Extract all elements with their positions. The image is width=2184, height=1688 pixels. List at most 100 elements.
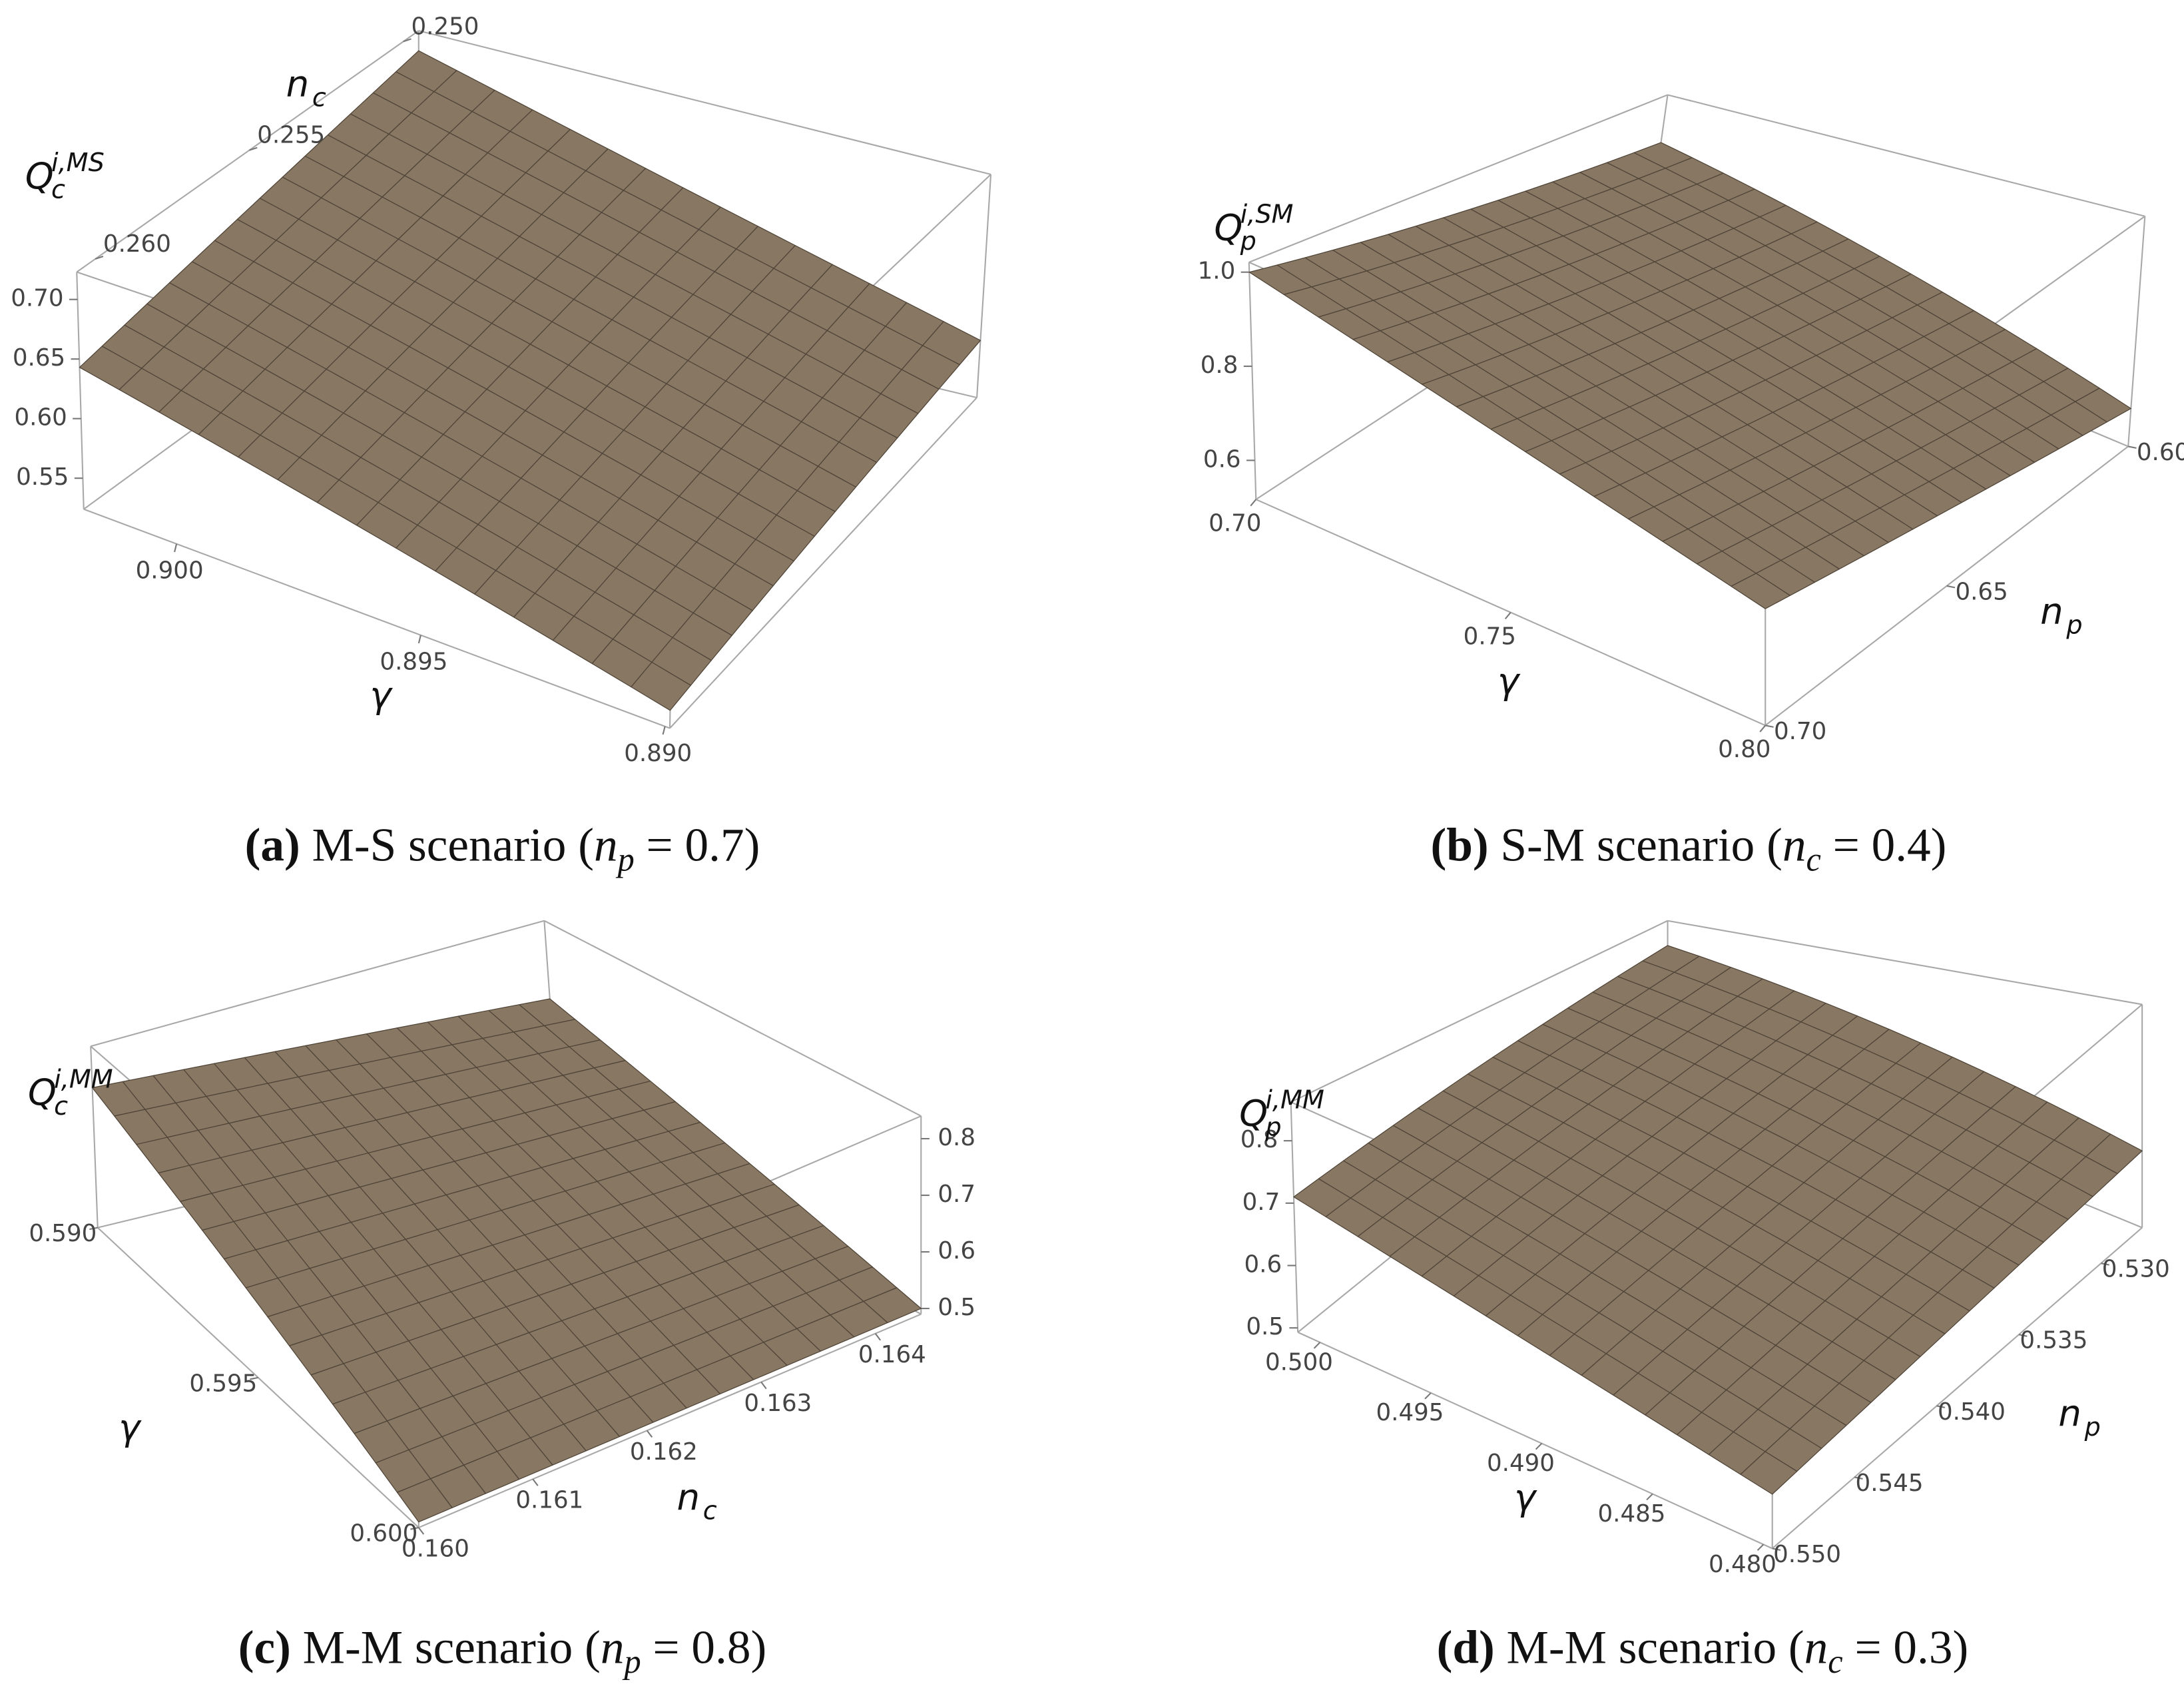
z-tick-label: 0.5 [938, 1294, 975, 1321]
tick-mark [2018, 1334, 2028, 1337]
z-tick-label: 0.6 [1203, 445, 1241, 473]
tick-mark [248, 146, 258, 151]
box-edge [1772, 1227, 2143, 1549]
tick-mark [1854, 1476, 1863, 1480]
caption-var: n [1782, 820, 1806, 872]
axis-title-sub: c [312, 83, 326, 112]
box-edge [976, 174, 992, 398]
axis-title-sup: i,MM [1265, 1085, 1324, 1115]
z-tick-label: 1.0 [1198, 258, 1236, 285]
axis-title-main: n [286, 63, 310, 105]
axis-title-main: Q [28, 1071, 57, 1114]
x-tick-label: 0.70 [1209, 510, 1261, 537]
caption-var: n [1804, 1621, 1828, 1673]
x-tick-label: 0.485 [1597, 1500, 1665, 1528]
tick-mark [417, 635, 421, 644]
x-tick-label: 0.600 [350, 1520, 417, 1547]
axis-title: γ [119, 1406, 142, 1449]
x-tick-label: 0.480 [1709, 1551, 1776, 1578]
caption-text: M-M scenario ( [1495, 1621, 1804, 1673]
axis-title: Qi,MMc [28, 1064, 113, 1121]
axis-title-sup: i,MS [51, 148, 105, 177]
z-tick-label: 0.8 [938, 1124, 975, 1151]
y-tick-label: 0.530 [2102, 1256, 2170, 1283]
box-edge [76, 30, 419, 273]
axis-title-sub: p [1264, 1113, 1281, 1142]
box-edge [2127, 216, 2146, 447]
tick-mark [1772, 1547, 1781, 1551]
y-tick-label: 0.160 [402, 1536, 469, 1563]
caption-rest: = 0.4) [1821, 820, 1947, 872]
y-tick-label: 0.60 [2137, 439, 2184, 466]
tick-mark [1936, 1405, 1946, 1408]
tick-mark [1313, 1342, 1321, 1349]
axis-title-sup: i,MM [54, 1064, 113, 1093]
axis-title-main: γ [1514, 1476, 1537, 1518]
x-tick-label: 0.590 [29, 1220, 97, 1247]
axis-title-sub: c [51, 175, 65, 204]
axis-title: γ [370, 674, 393, 716]
caption-text: M-M scenario ( [291, 1621, 601, 1673]
axis-title-sup: i,SM [1240, 199, 1294, 228]
z-tick-label: 0.65 [13, 344, 65, 372]
axis-title-main: Q [25, 154, 54, 197]
caption-sub: p [622, 1643, 641, 1680]
tick-mark [2101, 1263, 2109, 1266]
box-edge [418, 1313, 922, 1529]
caption-text: S-M scenario ( [1489, 820, 1782, 872]
caption-var: n [601, 1621, 625, 1673]
tick-mark [250, 1376, 258, 1380]
caption-label: (a) [245, 820, 300, 872]
tick-mark [89, 1227, 98, 1231]
y-tick-label: 0.162 [630, 1438, 698, 1466]
caption: (d) M-M scenario (nc = 0.3) [1437, 1621, 1969, 1680]
caption-text: M-S scenario ( [300, 820, 594, 872]
y-tick-label: 0.161 [515, 1487, 583, 1514]
box-edge [76, 272, 85, 509]
axis-title-main: γ [370, 674, 393, 716]
x-tick-label: 0.890 [624, 740, 692, 767]
y-tick-label: 0.163 [744, 1390, 812, 1417]
tick-mark [2127, 445, 2137, 449]
caption-var: n [594, 820, 618, 872]
tick-mark [1646, 1493, 1653, 1501]
x-tick-label: 0.900 [136, 557, 204, 585]
tick-mark [874, 1333, 882, 1341]
x-tick-label: 0.895 [380, 649, 447, 676]
z-tick-label: 0.6 [938, 1237, 975, 1265]
tick-mark [662, 726, 666, 735]
caption-label: (d) [1437, 1621, 1495, 1673]
caption-rest: = 0.7) [635, 820, 760, 872]
box-edge [1667, 94, 2145, 217]
y-tick-label: 0.260 [103, 230, 171, 258]
axis-title-main: n [2058, 1392, 2081, 1435]
tick-mark [1424, 1392, 1432, 1400]
caption-label: (b) [1431, 820, 1489, 872]
tick-mark [646, 1430, 653, 1438]
z-tick-label: 0.7 [1242, 1189, 1280, 1216]
box-edge [418, 30, 991, 175]
y-tick-label: 0.540 [1938, 1398, 2006, 1426]
tick-mark [760, 1381, 767, 1390]
caption: (a) M-S scenario (np = 0.7) [245, 820, 760, 878]
caption-sub: c [1806, 840, 1820, 878]
z-tick-label: 0.7 [938, 1181, 975, 1208]
z-tick-label: 0.55 [16, 463, 69, 491]
caption-rest: = 0.3) [1843, 1621, 1969, 1673]
tick-mark [1946, 585, 1956, 589]
axis-title-sub: p [1240, 226, 1256, 256]
caption: (b) S-M scenario (nc = 0.4) [1431, 820, 1947, 878]
tick-mark [532, 1478, 539, 1486]
x-tick-label: 0.595 [189, 1370, 257, 1397]
surface-patch [396, 1478, 453, 1523]
axis-title-main: n [677, 1476, 700, 1518]
caption-sub: p [616, 840, 635, 878]
box-edge [1290, 1102, 1299, 1332]
axis-title: Qi,MSc [25, 148, 105, 204]
axis-title-main: γ [1498, 660, 1521, 703]
axis-title-sub: p [2065, 610, 2082, 639]
caption: (c) M-M scenario (np = 0.8) [238, 1621, 766, 1680]
tick-mark [1504, 612, 1511, 620]
